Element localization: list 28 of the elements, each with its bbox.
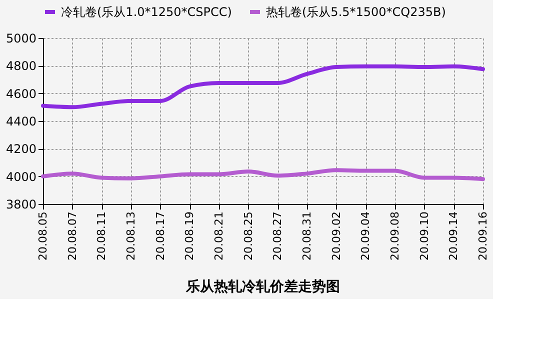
y-tick-label: 4400 (6, 114, 36, 128)
x-tick-label: 20.09.02 (330, 212, 343, 260)
x-tick-label: 20.08.31 (300, 212, 314, 260)
x-tick-label: 20.09.14 (447, 212, 460, 260)
x-tick-label: 20.08.27 (271, 212, 284, 260)
line-series (41, 64, 485, 110)
y-tick-label: 4800 (6, 59, 36, 74)
x-tick-label: 20.08.25 (242, 212, 255, 260)
x-tick-label: 20.08.11 (95, 212, 108, 260)
y-tick-label: 4200 (6, 142, 36, 156)
x-tick-label: 20.09.04 (359, 212, 372, 260)
y-tick-label: 4600 (6, 86, 36, 101)
x-tick-label: 20.08.13 (124, 212, 138, 260)
y-tick-label: 5000 (6, 32, 36, 46)
x-tick-label: 20.09.16 (476, 212, 490, 260)
x-tick-label: 20.09.10 (418, 212, 431, 260)
legend-label: 热轧卷(乐从5.5*1500*CQ235B) (266, 5, 446, 19)
x-tick-label: 20.09.08 (388, 212, 402, 260)
line-series (41, 168, 485, 182)
y-tick-label: 4000 (6, 170, 36, 184)
x-tick-label: 20.08.19 (183, 212, 196, 260)
x-tick-label: 20.08.05 (36, 212, 50, 260)
x-tick-label: 20.08.07 (66, 212, 79, 260)
y-tick-label: 3800 (6, 198, 36, 212)
legend-label: 冷轧卷(乐从1.0*1250*CSPCC) (61, 5, 232, 19)
text: 乐从热轧冷轧价差走势图 (185, 278, 340, 295)
x-tick-label: 20.08.21 (212, 212, 226, 260)
x-tick-label: 20.08.17 (154, 212, 167, 260)
